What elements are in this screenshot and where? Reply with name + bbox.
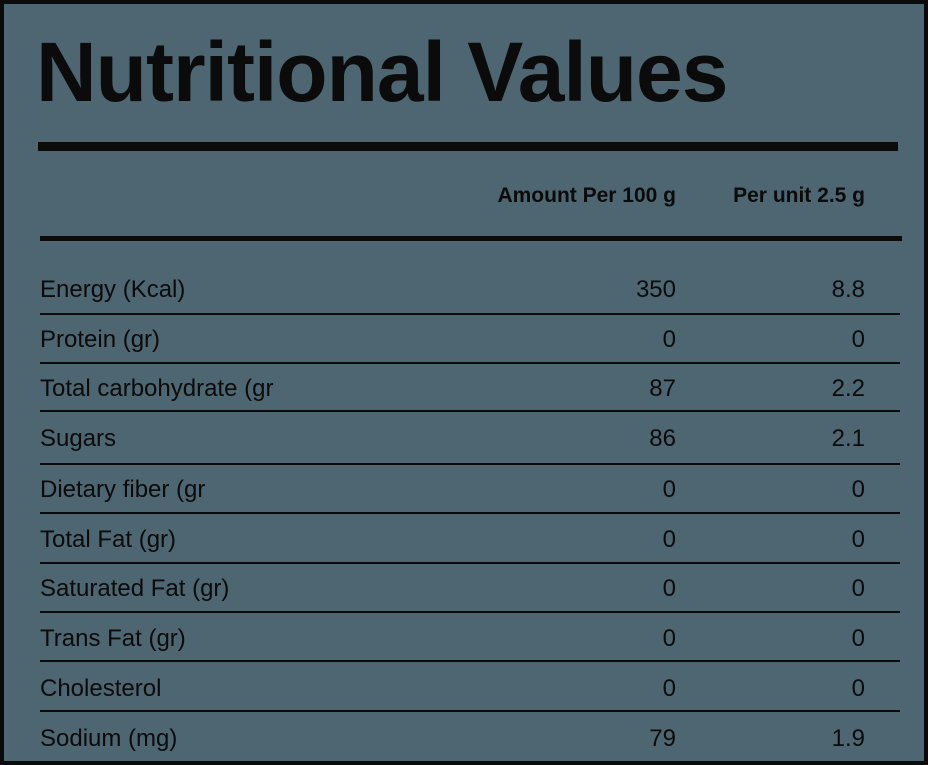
table-row: Trans Fat (gr) 0 0 (4, 617, 924, 657)
table-row: Dietary fiber (gr 0 0 (4, 468, 924, 508)
row-value-per-100g: 79 (649, 725, 676, 752)
row-label: Trans Fat (gr) (40, 625, 186, 652)
row-value-per-100g: 350 (635, 276, 676, 303)
row-divider (40, 313, 900, 315)
row-value-per-100g: 0 (662, 675, 676, 702)
row-label: Cholesterol (40, 675, 162, 702)
row-divider (40, 710, 900, 712)
row-divider (40, 410, 900, 412)
row-value-per-100g: 87 (649, 375, 676, 402)
row-value-per-unit: 0 (851, 526, 865, 553)
table-row: Sodium (mg) 79 1.9 (4, 717, 924, 757)
row-label: Sodium (mg) (40, 725, 178, 752)
row-value-per-unit: 2.2 (831, 375, 865, 402)
column-header-per-unit: Per unit 2.5 g (733, 184, 865, 207)
row-divider (40, 611, 900, 613)
page-title: Nutritional Values (36, 25, 728, 119)
table-row: Total carbohydrate (gr 87 2.2 (4, 367, 924, 407)
table-row: Protein (gr) 0 0 (4, 318, 924, 358)
row-value-per-unit: 1.9 (831, 725, 865, 752)
row-value-per-unit: 2.1 (831, 425, 865, 452)
row-value-per-100g: 86 (649, 425, 676, 452)
table-row: Sugars 86 2.1 (4, 417, 924, 457)
row-label: Protein (gr) (40, 326, 161, 353)
row-value-per-100g: 0 (662, 575, 676, 602)
row-divider (40, 463, 900, 465)
title-divider (38, 142, 898, 151)
row-label: Energy (Kcal) (40, 276, 186, 303)
row-value-per-100g: 0 (662, 625, 676, 652)
row-value-per-unit: 0 (851, 326, 865, 353)
row-value-per-100g: 0 (662, 526, 676, 553)
table-row: Saturated Fat (gr) 0 0 (4, 567, 924, 607)
row-divider (40, 562, 900, 564)
row-value-per-unit: 0 (851, 476, 865, 503)
row-divider (40, 362, 900, 364)
row-label: Total carbohydrate (gr (40, 375, 274, 402)
column-header-per-100g: Amount Per 100 g (497, 184, 676, 207)
table-row: Cholesterol 0 0 (4, 667, 924, 707)
row-label: Total Fat (gr) (40, 526, 177, 553)
row-value-per-unit: 0 (851, 675, 865, 702)
header-divider (40, 236, 902, 241)
row-value-per-unit: 8.8 (831, 276, 865, 303)
row-value-per-unit: 0 (851, 575, 865, 602)
row-label: Dietary fiber (gr (40, 476, 206, 503)
table-row: Energy (Kcal) 350 8.8 (4, 268, 924, 308)
table-row: Total Fat (gr) 0 0 (4, 518, 924, 558)
row-label: Sugars (40, 425, 117, 452)
row-label: Saturated Fat (gr) (40, 575, 230, 602)
row-value-per-100g: 0 (662, 476, 676, 503)
row-value-per-unit: 0 (851, 625, 865, 652)
row-divider (40, 512, 900, 514)
row-divider (40, 660, 900, 662)
row-value-per-100g: 0 (662, 326, 676, 353)
